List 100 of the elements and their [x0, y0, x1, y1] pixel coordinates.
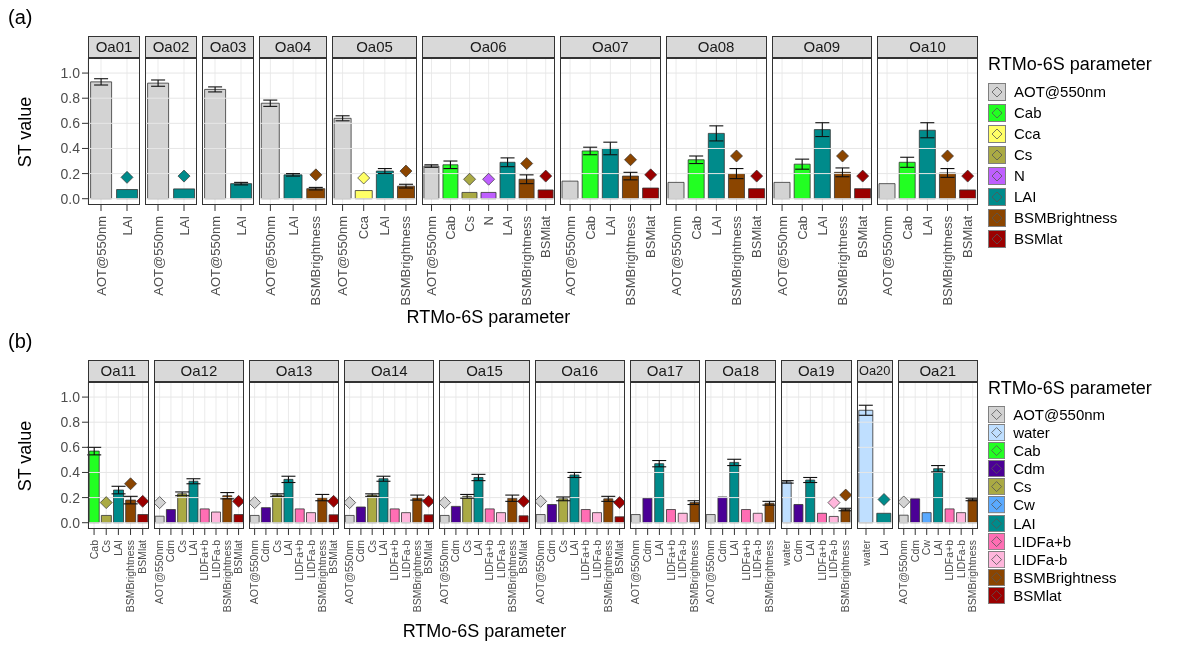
x-tick-label: Cs: [366, 540, 378, 553]
chart-title: Oa14: [344, 360, 435, 382]
x-tick-label: water: [781, 539, 793, 567]
x-tick-label: LIDFa-b: [400, 539, 412, 578]
bar: [519, 515, 529, 524]
bar: [461, 192, 478, 200]
bar: [773, 181, 790, 200]
chart-title: Oa21: [897, 360, 978, 382]
x-tick-label: Cab: [899, 216, 915, 240]
x-tick-label: LAI: [176, 216, 192, 236]
x-tick-label: BSMlat: [854, 215, 870, 258]
text: RTMo-6S parameter: [988, 378, 1153, 399]
y-tick-label: 1.0: [60, 65, 81, 82]
x-tick-label: AOT@550nm: [93, 216, 109, 296]
x-tick-label: water: [859, 539, 872, 567]
category-label: Cw: [1013, 496, 1035, 514]
x-tick-label: LIDFa+b: [389, 539, 401, 581]
bar: [442, 164, 459, 200]
bar: [959, 189, 977, 200]
bar: [741, 509, 752, 524]
x-tick-label: BSMlat: [232, 539, 244, 574]
x-tick-label: AOT@550nm: [423, 216, 439, 296]
x-tick-label: AOT@550nm: [262, 216, 278, 296]
bar: [817, 512, 827, 524]
bar: [747, 188, 765, 200]
x-tick-label: BSMBrightness: [507, 540, 519, 613]
category-label: LAI: [1014, 188, 1037, 205]
x-tick-label: LIDFa-b: [955, 539, 967, 578]
bar: [899, 161, 916, 200]
x-tick-label: BSMBrightness: [308, 215, 324, 306]
x-tick-label: LAI: [602, 216, 618, 236]
chart-title: Oa01: [88, 36, 140, 58]
x-tick-label: LAI: [920, 216, 936, 236]
x-tick-label: AOT@550nm: [439, 539, 451, 605]
x-tick-label: LAI: [378, 540, 390, 556]
x-tick-label: BSMBrightness: [834, 215, 850, 306]
x-tick-label: BSMBrightness: [623, 215, 639, 306]
x-tick-label: LAI: [282, 540, 294, 556]
x-tick-label: AOT@550nm: [150, 216, 166, 296]
x-axis-title: RTMo-6S parameter: [405, 307, 572, 328]
x-tick-label: AOT@550nm: [562, 216, 578, 296]
x-tick-label: LIDFa+b: [665, 539, 677, 581]
chart-title: Oa09: [771, 36, 873, 58]
x-tick-label: LIDFa+b: [294, 539, 306, 581]
y-tick-label: 0.8: [60, 90, 81, 107]
bar: [939, 172, 957, 200]
x-tick-label: BSMBrightness: [221, 540, 233, 613]
category-label: Cs: [1013, 478, 1032, 496]
x-tick-label: Cab: [582, 216, 598, 240]
x-tick-label: BSMBrightness: [411, 540, 423, 613]
chart-title: Oa12: [153, 360, 244, 382]
x-tick-label: Cdm: [260, 539, 272, 563]
x-tick-label: LAI: [814, 216, 830, 236]
x-tick-label: LAI: [804, 540, 816, 556]
x-tick-label: BSMBrightness: [316, 540, 328, 613]
x-tick-label: LAI: [377, 216, 393, 236]
x-tick-label: Cdm: [641, 539, 653, 563]
x-tick-label: Cdm: [546, 539, 558, 563]
chart-title: Oa17: [629, 360, 701, 382]
x-tick-label: LAI: [568, 540, 580, 556]
x-tick-label: BSMlat: [423, 539, 435, 574]
x-tick-label: AOT@550nm: [774, 216, 790, 296]
x-tick-label: LIDFa-b: [591, 539, 603, 578]
category-label: water: [1013, 423, 1050, 441]
bar: [561, 180, 579, 200]
bar: [499, 161, 516, 200]
text: RTMo-6S parameter: [988, 54, 1153, 75]
chart-title: Oa10: [877, 36, 978, 58]
x-tick-label: AOT@550nm: [207, 216, 223, 296]
x-tick-label: LAI: [285, 216, 301, 236]
y-axis-title: ST value: [15, 95, 36, 169]
x-tick-label: Cs: [176, 540, 188, 553]
text: (b): [8, 330, 33, 353]
x-tick-label: Cs: [271, 540, 283, 553]
x-tick-label: LIDFa+b: [484, 539, 496, 581]
x-tick-label: Cs: [557, 540, 569, 553]
category-label: Cs: [1014, 146, 1033, 163]
x-tick-label: LAI: [653, 540, 665, 556]
bar: [333, 117, 352, 200]
x-tick-label: BSMBrightness: [966, 540, 978, 613]
x-tick-label: BSMBrightness: [940, 215, 956, 306]
y-tick-label: 0.4: [60, 140, 81, 157]
bar: [376, 170, 395, 200]
bar: [707, 132, 725, 200]
chart-title: Oa03: [202, 36, 254, 58]
x-tick-label: LIDFa+b: [816, 539, 828, 581]
x-tick-label: BSMlat: [328, 539, 340, 574]
category-label: Cca: [1014, 125, 1041, 142]
y-tick-label: 0.6: [60, 439, 81, 456]
x-tick-label: BSMlat: [518, 539, 530, 574]
x-tick-label: AOT@550nm: [668, 216, 684, 296]
x-tick-label: LAI: [119, 216, 135, 236]
x-tick-label: AOT@550nm: [705, 539, 717, 605]
x-tick-label: AOT@550nm: [153, 539, 165, 605]
x-tick-label: BSMBrightness: [518, 215, 534, 306]
x-tick-label: AOT@550nm: [897, 539, 909, 605]
bar: [622, 175, 639, 200]
bar: [642, 187, 660, 200]
chart-title: Oa13: [248, 360, 340, 382]
y-axis-title: ST value: [15, 419, 36, 493]
